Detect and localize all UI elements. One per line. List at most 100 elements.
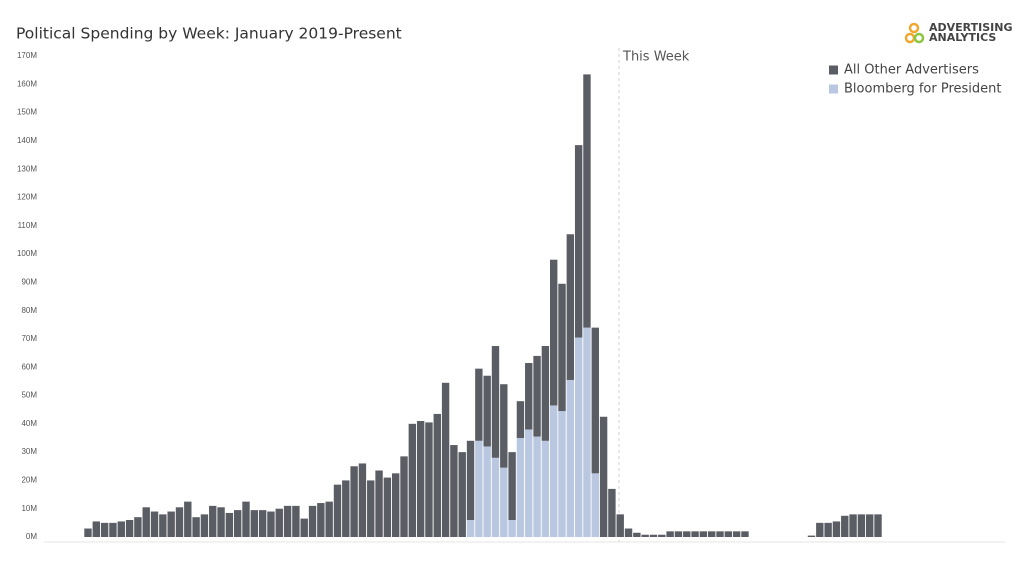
bar (400, 456, 408, 537)
bar (342, 480, 350, 537)
bar (525, 362, 533, 430)
bar (184, 501, 192, 537)
bar (841, 515, 849, 537)
bar (134, 517, 142, 537)
bar (599, 416, 608, 537)
bar (491, 457, 500, 537)
bar (159, 514, 167, 537)
bar (591, 473, 599, 537)
y-tick-label: 130M (17, 164, 37, 173)
bar (475, 440, 483, 537)
legend-swatch (829, 84, 838, 94)
bar (283, 505, 292, 537)
bar (350, 466, 358, 537)
logo-mark (904, 32, 916, 44)
logo-text: ADVERTISING (929, 21, 1013, 34)
bar (425, 422, 433, 537)
bar (391, 473, 400, 537)
bar (608, 488, 616, 537)
bar (483, 375, 491, 447)
bar (741, 531, 749, 537)
bar (508, 452, 516, 521)
y-tick-label: 30M (21, 447, 37, 456)
bar (566, 379, 575, 537)
bar (358, 463, 367, 537)
bar (500, 467, 508, 537)
bar (292, 505, 300, 537)
bar (716, 531, 724, 537)
bar (383, 477, 392, 537)
bar (824, 522, 832, 537)
bar (724, 531, 733, 537)
bar (458, 452, 466, 537)
bar (450, 445, 458, 537)
y-tick-label: 60M (21, 362, 37, 371)
bar (441, 382, 450, 537)
bar (150, 511, 159, 537)
bar (258, 510, 267, 537)
y-tick-label: 0M (26, 532, 37, 541)
bar (574, 145, 583, 338)
bar (175, 507, 184, 537)
logo-mark (913, 32, 925, 44)
bar (541, 440, 550, 537)
bar (832, 521, 841, 537)
logo-mark (908, 22, 920, 34)
bar (674, 531, 683, 537)
bar (508, 520, 516, 537)
y-tick-label: 110M (18, 221, 38, 230)
bar (433, 413, 441, 537)
bar (167, 511, 175, 537)
bar (217, 507, 225, 537)
bar (558, 283, 566, 412)
bar (209, 505, 217, 537)
bar (866, 514, 874, 537)
bar (308, 505, 317, 537)
bar (683, 531, 691, 537)
bar (558, 411, 566, 537)
bar (483, 446, 491, 537)
bar (691, 531, 699, 537)
bar (591, 327, 599, 474)
bar (408, 423, 417, 537)
bar (849, 514, 857, 537)
y-tick-label: 20M (21, 476, 37, 485)
bar (583, 74, 591, 328)
bar (117, 521, 125, 537)
bar (566, 234, 575, 380)
bar (649, 534, 658, 537)
bar (525, 429, 533, 537)
bar (200, 514, 209, 537)
bar (666, 531, 674, 537)
legend-swatch (829, 65, 838, 75)
bar (250, 510, 259, 537)
y-tick-label: 50M (21, 391, 37, 400)
bar (699, 531, 708, 537)
annotation: This Week (622, 50, 690, 65)
logo-text: ANALYTICS (929, 31, 996, 44)
y-tick-label: 120M (17, 193, 37, 202)
bar (624, 528, 633, 537)
bar (491, 346, 500, 458)
y-tick-label: 70M (21, 334, 37, 343)
bar (516, 401, 525, 438)
y-tick-label: 140M (17, 136, 37, 145)
bar (225, 512, 234, 537)
bar (641, 534, 649, 537)
bar (242, 501, 250, 537)
bar (816, 522, 824, 537)
y-tick-label: 170M (17, 51, 37, 60)
bar (633, 532, 641, 537)
bar (84, 528, 92, 537)
bar (708, 531, 716, 537)
logo: ADVERTISING ANALYTICS (904, 21, 1013, 44)
bar (333, 484, 342, 537)
legend-label: All Other Advertisers (844, 63, 979, 78)
bar (192, 517, 200, 537)
y-tick-label: 10M (21, 504, 37, 513)
bar (516, 437, 525, 537)
bar (533, 436, 541, 537)
bar (416, 420, 425, 537)
bar (807, 535, 816, 537)
